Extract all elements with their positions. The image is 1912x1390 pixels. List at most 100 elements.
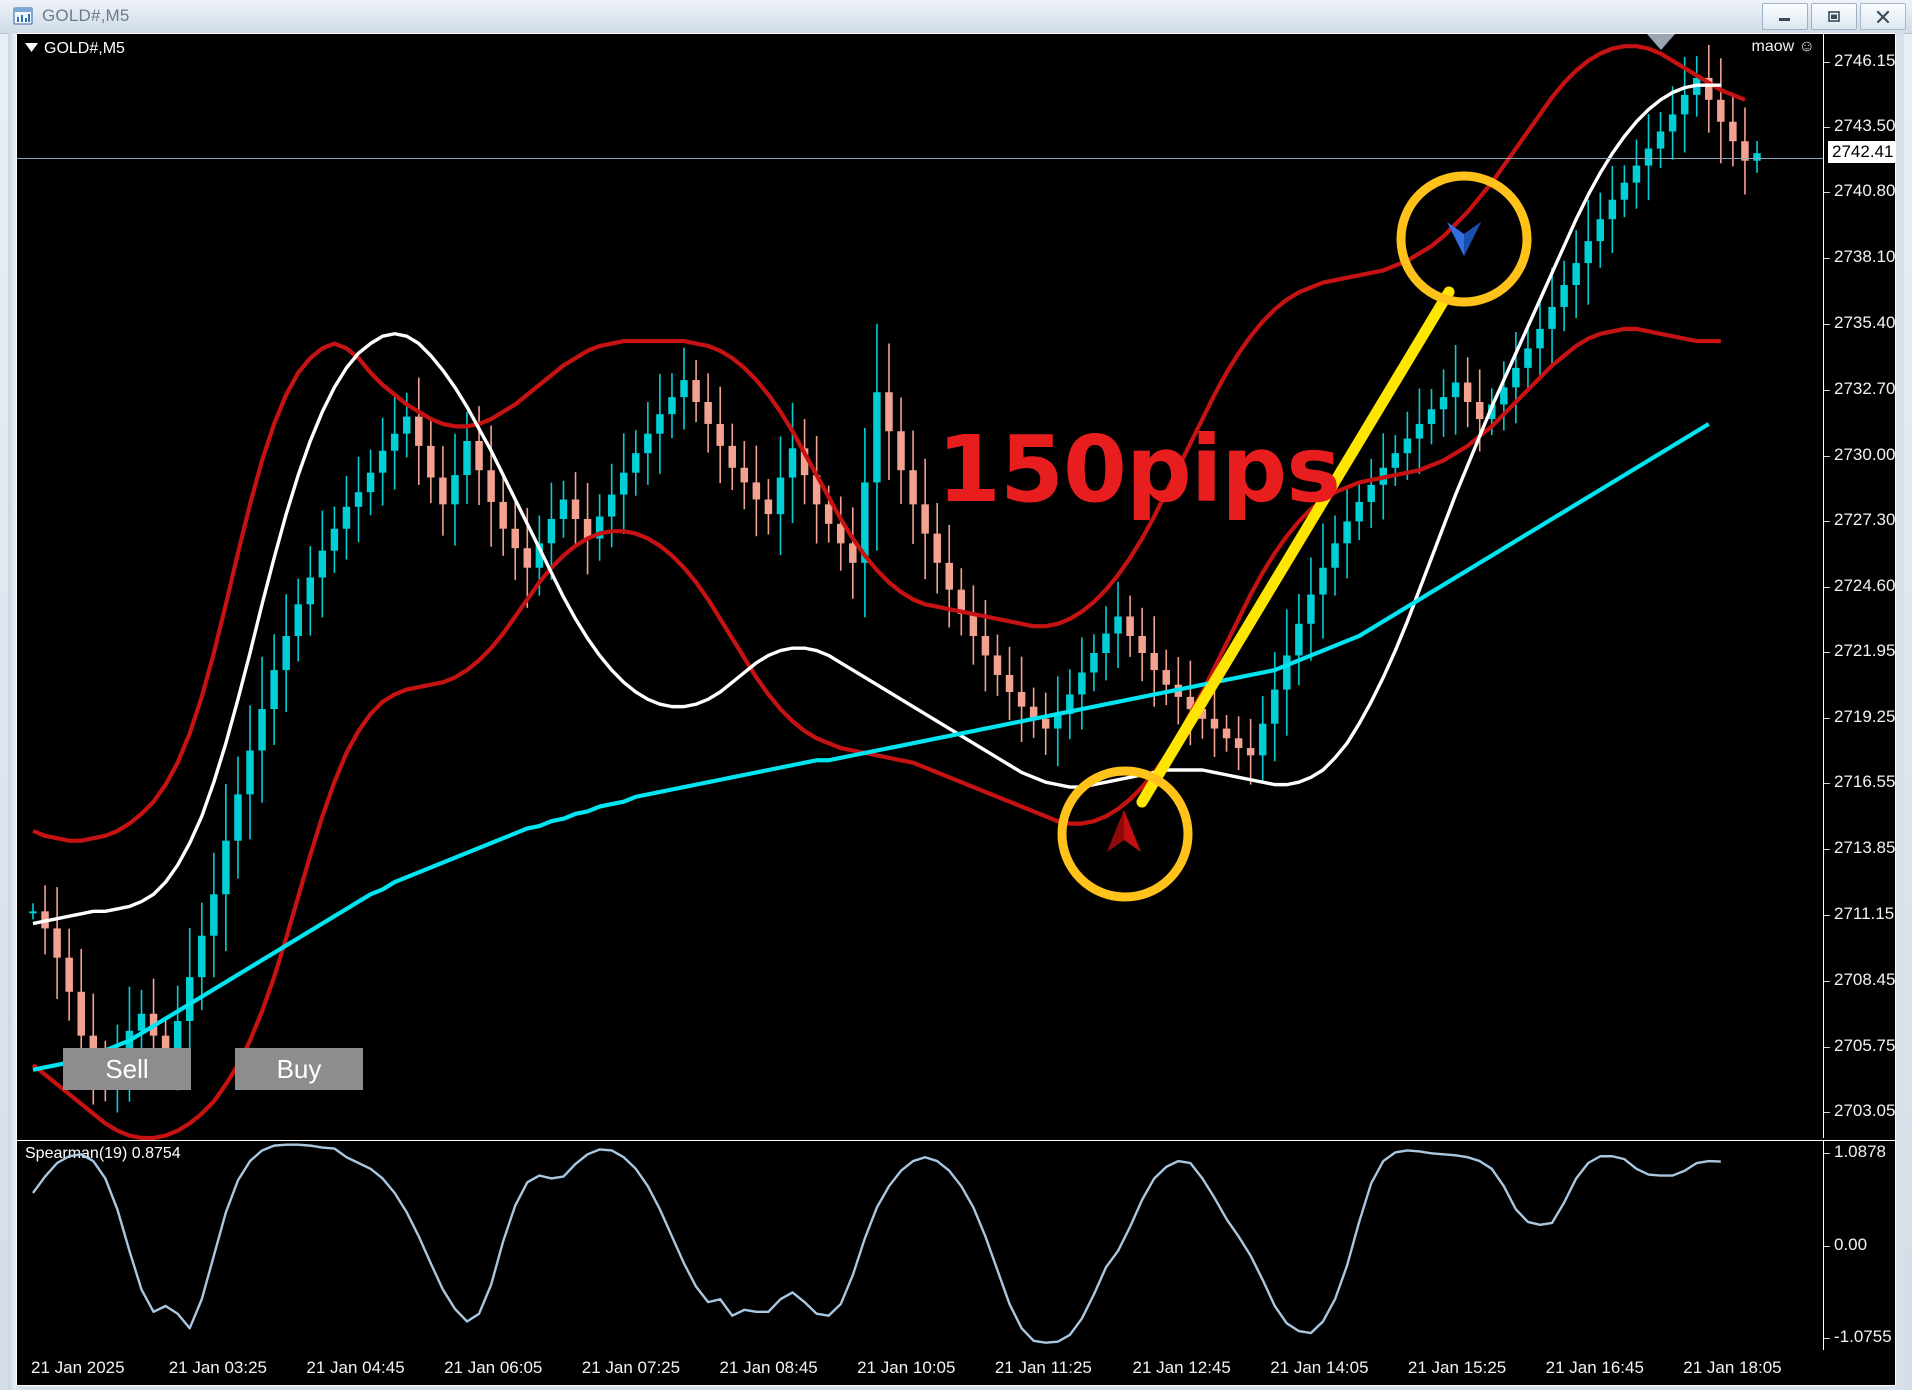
close-button[interactable] — [1860, 3, 1906, 30]
candle — [1524, 348, 1532, 368]
price-axis[interactable]: 2746.15 2743.50 2740.80 2738.10 2735.40 2732.… — [1823, 34, 1896, 1138]
candle — [1102, 633, 1110, 654]
candle — [656, 414, 664, 434]
candle — [173, 1021, 182, 1056]
candle — [788, 448, 797, 478]
chart-symbol-text: GOLD#,M5 — [44, 40, 125, 57]
candle — [1005, 674, 1014, 693]
up-arrow-marker — [1107, 810, 1141, 852]
candle — [1475, 402, 1484, 420]
indicator-tick-label: -1.0755 — [1834, 1327, 1892, 1346]
price-tick — [1824, 651, 1830, 653]
white-ma-line — [32, 83, 1721, 926]
candle — [668, 397, 676, 415]
candle — [1680, 94, 1689, 115]
time-axis[interactable]: 21 Jan 2025 21 Jan 03:25 21 Jan 04:45 21 Ja… — [17, 1352, 1895, 1385]
price-tick-label: 2716.55 — [1834, 772, 1896, 792]
indicator-axis[interactable]: 1.0878 0.00 -1.0755 — [1823, 1141, 1895, 1350]
window-controls — [1762, 3, 1906, 30]
candle — [439, 477, 447, 505]
price-tick-label: 2713.85 — [1834, 838, 1896, 858]
candle — [1295, 623, 1303, 656]
candle — [1729, 121, 1737, 142]
price-chart[interactable]: GOLD#,M5 maow ☺ — [16, 33, 1896, 1386]
candle — [1114, 616, 1122, 634]
candle — [246, 750, 254, 795]
candle — [366, 472, 375, 493]
candle — [1451, 382, 1460, 398]
price-tick — [1824, 62, 1830, 64]
price-tick — [1824, 717, 1830, 719]
candle — [1656, 131, 1665, 149]
candle — [1584, 241, 1592, 264]
candle — [258, 709, 266, 751]
candle — [1536, 328, 1544, 349]
candle — [535, 543, 544, 568]
candle — [559, 499, 568, 519]
indicator-tick-label: 0.00 — [1834, 1235, 1868, 1255]
candle — [1331, 543, 1339, 568]
candle — [1090, 653, 1098, 673]
lower-band-line — [31, 326, 1721, 1141]
candle — [909, 470, 917, 505]
sell-button[interactable]: Sell — [63, 1048, 191, 1090]
candle — [837, 523, 845, 544]
candle — [1705, 77, 1713, 100]
candle — [885, 392, 893, 432]
candle — [812, 475, 821, 505]
candle — [1500, 387, 1508, 405]
indicator-pane[interactable]: Spearman(19) 0.8754 1.0878 0.00 -1.0755 — [17, 1140, 1895, 1351]
price-tick-label: 2740.80 — [1834, 181, 1896, 201]
price-tick-label: 2746.15 — [1834, 51, 1896, 71]
time-tick-label: 21 Jan 14:05 — [1270, 1358, 1369, 1377]
candle — [1644, 148, 1653, 166]
candle — [1307, 594, 1315, 624]
candle — [1017, 692, 1026, 707]
candle — [1150, 653, 1158, 671]
window-titlebar[interactable]: GOLD#,M5 — [0, 0, 1912, 34]
chart-symbol-header: GOLD#,M5 — [25, 39, 125, 58]
left-gutter — [8, 33, 16, 1390]
minimize-button[interactable] — [1762, 3, 1808, 30]
time-tick-label: 21 Jan 04:45 — [306, 1358, 405, 1377]
candle — [933, 533, 941, 563]
time-tick-label: 21 Jan 18:05 — [1683, 1358, 1782, 1377]
exit-highlight-circle — [1396, 171, 1532, 307]
price-tick — [1824, 126, 1830, 128]
candle — [752, 482, 761, 500]
time-tick-label: 21 Jan 03:25 — [168, 1358, 267, 1377]
candle — [969, 614, 978, 636]
account-watermark: maow ☺ — [1752, 38, 1815, 56]
indicator-series-layer — [32, 1143, 1721, 1344]
candle — [342, 506, 351, 529]
move-arrow-line — [1136, 286, 1455, 808]
candle — [620, 472, 628, 495]
candle — [607, 494, 616, 517]
collapse-triangle-icon[interactable] — [25, 39, 38, 57]
buy-button[interactable]: Buy — [235, 1048, 363, 1090]
price-pane[interactable]: GOLD#,M5 maow ☺ — [17, 34, 1896, 1141]
candle — [921, 504, 929, 534]
candle — [294, 604, 302, 636]
candle — [499, 501, 507, 529]
price-tick-label: 2727.30 — [1834, 510, 1896, 530]
candle — [1246, 748, 1255, 756]
candle — [29, 911, 37, 914]
candle — [402, 416, 411, 434]
candle — [1271, 689, 1279, 724]
maximize-button[interactable] — [1811, 3, 1857, 30]
upper-band-line — [32, 44, 1746, 843]
candle — [1488, 404, 1496, 420]
candle — [475, 440, 483, 471]
price-tick-label: 2735.40 — [1834, 313, 1896, 332]
candle — [632, 453, 640, 473]
candle — [1463, 382, 1472, 402]
candle — [873, 392, 881, 483]
candle — [1210, 718, 1219, 729]
candle — [776, 477, 785, 515]
candle — [993, 655, 1002, 675]
price-tick-label: 2732.70 — [1834, 378, 1896, 398]
price-tick — [1824, 1046, 1830, 1048]
candle — [270, 670, 278, 710]
